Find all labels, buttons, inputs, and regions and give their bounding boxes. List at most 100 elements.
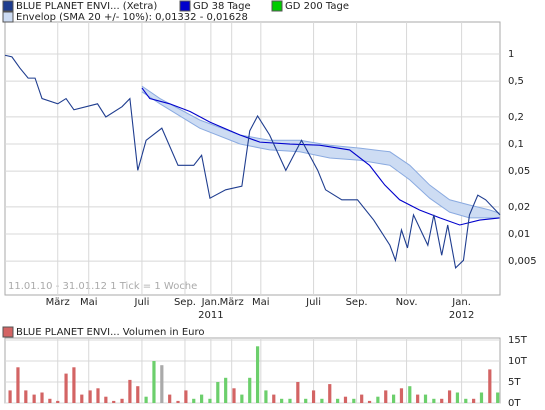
volume-bar <box>72 367 76 403</box>
volume-bar <box>232 388 236 403</box>
volume-bar <box>16 367 20 403</box>
volume-bar <box>311 390 316 403</box>
volume-bar <box>343 396 348 403</box>
y-tick-label: 1 <box>508 49 514 60</box>
x-tick-label: Jan. <box>451 297 471 308</box>
volume-bar <box>64 373 68 403</box>
y-tick-label: 5T <box>508 377 521 388</box>
volume-bar <box>88 390 92 403</box>
y-tick-label: 0,01 <box>508 229 530 240</box>
legend-swatch <box>179 0 191 12</box>
volume-bar <box>128 379 132 403</box>
volume-bar <box>104 396 108 403</box>
volume-bar <box>472 398 476 403</box>
volume-bar <box>112 400 116 403</box>
volume-bar <box>255 346 260 403</box>
volume-bar <box>144 396 148 403</box>
volume-bar <box>248 377 252 403</box>
price-plot <box>4 21 501 296</box>
volume-bar <box>455 392 460 403</box>
volume-bar <box>80 394 84 403</box>
year-label: 2011 <box>198 310 223 321</box>
volume-bar <box>440 398 444 403</box>
y-tick-label: 0,005 <box>508 256 537 267</box>
y-tick-label: 0,5 <box>508 76 524 87</box>
volume-bar <box>176 400 180 403</box>
x-tick-label: März <box>220 297 244 308</box>
volume-bar <box>24 390 28 403</box>
x-tick-label: Jan. <box>201 297 221 308</box>
volume-bar <box>152 361 156 403</box>
volume-bar <box>224 377 228 403</box>
year-label: 2012 <box>449 310 474 321</box>
volume-bar <box>399 388 404 403</box>
volume-bar <box>8 390 12 403</box>
volume-bar <box>184 390 188 403</box>
y-tick-label: 0,02 <box>508 202 530 213</box>
y-tick-label: 0T <box>508 398 521 409</box>
volume-bar <box>416 394 420 403</box>
envelope-upper <box>141 85 500 214</box>
x-tick-label: Mai <box>252 297 270 308</box>
volume-plot <box>4 337 501 404</box>
volume-bar <box>447 390 452 403</box>
volume-bar <box>391 394 396 403</box>
volume-bar <box>40 392 44 403</box>
price-line <box>4 54 501 270</box>
volume-bar <box>376 396 380 403</box>
volume-bar <box>328 384 332 403</box>
volume-bar <box>360 394 364 403</box>
x-tick-label: März <box>46 297 70 308</box>
volume-bar <box>280 398 284 403</box>
volume-bar <box>160 365 164 403</box>
volume-bar <box>168 394 172 403</box>
x-tick-label: Juli <box>134 297 150 308</box>
y-tick-label: 15T <box>508 335 528 346</box>
volume-bar <box>48 398 52 403</box>
volume-bar <box>367 400 372 403</box>
volume-bar <box>120 398 124 403</box>
legend-label: GD 200 Tage <box>285 1 349 12</box>
volume-bar <box>272 394 276 403</box>
x-tick-label: Sep. <box>174 297 196 308</box>
volume-bar <box>136 386 140 403</box>
volume-bar <box>192 398 196 403</box>
volume-title: BLUE PLANET ENVI... Volumen in Euro <box>16 327 204 338</box>
volume-bar <box>488 369 492 403</box>
volume-bar <box>304 398 308 403</box>
legend-swatch <box>271 0 283 12</box>
annotation: 11.01.10 - 31.01.12 1 Tick = 1 Woche <box>8 281 197 292</box>
y-tick-label: 0,05 <box>508 166 530 177</box>
x-tick-label: Nov. <box>396 297 418 308</box>
y-tick-label: 0,1 <box>508 139 524 150</box>
volume-swatch <box>2 326 14 338</box>
y-tick-label: 0,2 <box>508 112 524 123</box>
x-tick-label: Juli <box>305 297 321 308</box>
volume-bar <box>479 392 484 403</box>
price-line <box>141 87 500 226</box>
volume-bar <box>352 398 356 403</box>
x-tick-label: Mai <box>80 297 98 308</box>
volume-bar <box>56 400 60 403</box>
volume-bar <box>296 382 300 403</box>
volume-bar <box>96 388 100 403</box>
volume-bar <box>408 386 412 403</box>
volume-bar <box>264 390 268 403</box>
legend-swatch <box>2 0 14 12</box>
volume-bar <box>200 394 204 403</box>
x-tick-label: Sep. <box>346 297 368 308</box>
volume-bar <box>288 398 292 403</box>
volume-bar <box>336 398 340 403</box>
volume-bar <box>320 398 324 403</box>
envelope-lower <box>141 91 500 219</box>
volume-bar <box>384 390 388 403</box>
volume-bar <box>432 398 436 403</box>
volume-bar <box>496 392 500 403</box>
envelope-band <box>141 86 500 218</box>
volume-bar <box>216 382 220 403</box>
legend-label: Envelop (SMA 20 +/- 10%): 0,01332 - 0,01… <box>16 12 248 23</box>
legend-swatch <box>2 11 14 23</box>
legend-label: GD 38 Tage <box>193 1 251 12</box>
volume-bar <box>464 398 468 403</box>
